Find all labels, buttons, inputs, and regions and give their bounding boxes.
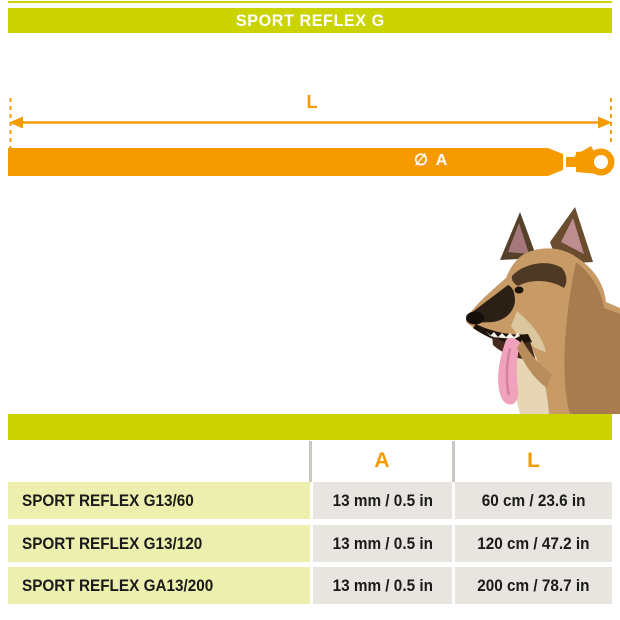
table-row: SPORT REFLEX G13/60 13 mm / 0.5 in 60 cm… bbox=[0, 482, 620, 519]
length-value-cell: 200 cm / 78.7 in bbox=[455, 567, 612, 604]
dog-teeth bbox=[486, 331, 520, 339]
column-header-a: A bbox=[374, 449, 390, 472]
dog-image bbox=[466, 207, 620, 414]
diameter-value-cell: 13 mm / 0.5 in bbox=[313, 567, 452, 604]
dog-lower-jaw bbox=[517, 340, 552, 388]
diameter-value-cell: 13 mm / 0.5 in bbox=[313, 482, 452, 519]
dog-neck-shading bbox=[564, 262, 620, 414]
table-top-bar bbox=[8, 414, 612, 440]
table-row: SPORT REFLEX GA13/200 13 mm / 0.5 in 200… bbox=[0, 567, 620, 604]
dog-ear-back-inner bbox=[561, 218, 584, 254]
dog-tongue bbox=[498, 338, 521, 405]
length-value-cell: 120 cm / 47.2 in bbox=[455, 525, 612, 562]
arrowhead-right bbox=[598, 116, 612, 129]
product-name-cell: SPORT REFLEX G13/60 bbox=[8, 482, 310, 519]
snap-hook-ring-hole bbox=[594, 155, 608, 169]
dog-nose bbox=[466, 311, 484, 325]
length-value-cell: 60 cm / 23.6 in bbox=[455, 482, 612, 519]
top-divider bbox=[8, 1, 612, 3]
dog-eye bbox=[514, 286, 524, 294]
leash-drawing bbox=[8, 146, 615, 176]
dimension-arrow bbox=[8, 98, 615, 176]
product-name-cell: SPORT REFLEX GA13/200 bbox=[8, 567, 310, 604]
title-bar: SPORT REFLEX G bbox=[8, 8, 612, 33]
arrowhead-left bbox=[9, 116, 23, 129]
dog-brow-mask bbox=[511, 263, 567, 288]
page-title: SPORT REFLEX G bbox=[235, 10, 385, 30]
product-name-cell: SPORT REFLEX G13/120 bbox=[8, 525, 310, 562]
dog-cheek bbox=[511, 311, 546, 352]
table-row: SPORT REFLEX G13/120 13 mm / 0.5 in 120 … bbox=[0, 525, 620, 562]
header-divider-1 bbox=[309, 441, 312, 482]
diameter-value-cell: 13 mm / 0.5 in bbox=[313, 525, 452, 562]
header-divider-2 bbox=[452, 441, 455, 482]
diameter-label: ∅ A bbox=[414, 152, 450, 169]
length-dimension-label: L bbox=[306, 92, 318, 112]
dog-ear-front-inner bbox=[508, 223, 529, 254]
column-header-l: L bbox=[527, 449, 540, 472]
dog-tongue-crease bbox=[505, 347, 512, 396]
